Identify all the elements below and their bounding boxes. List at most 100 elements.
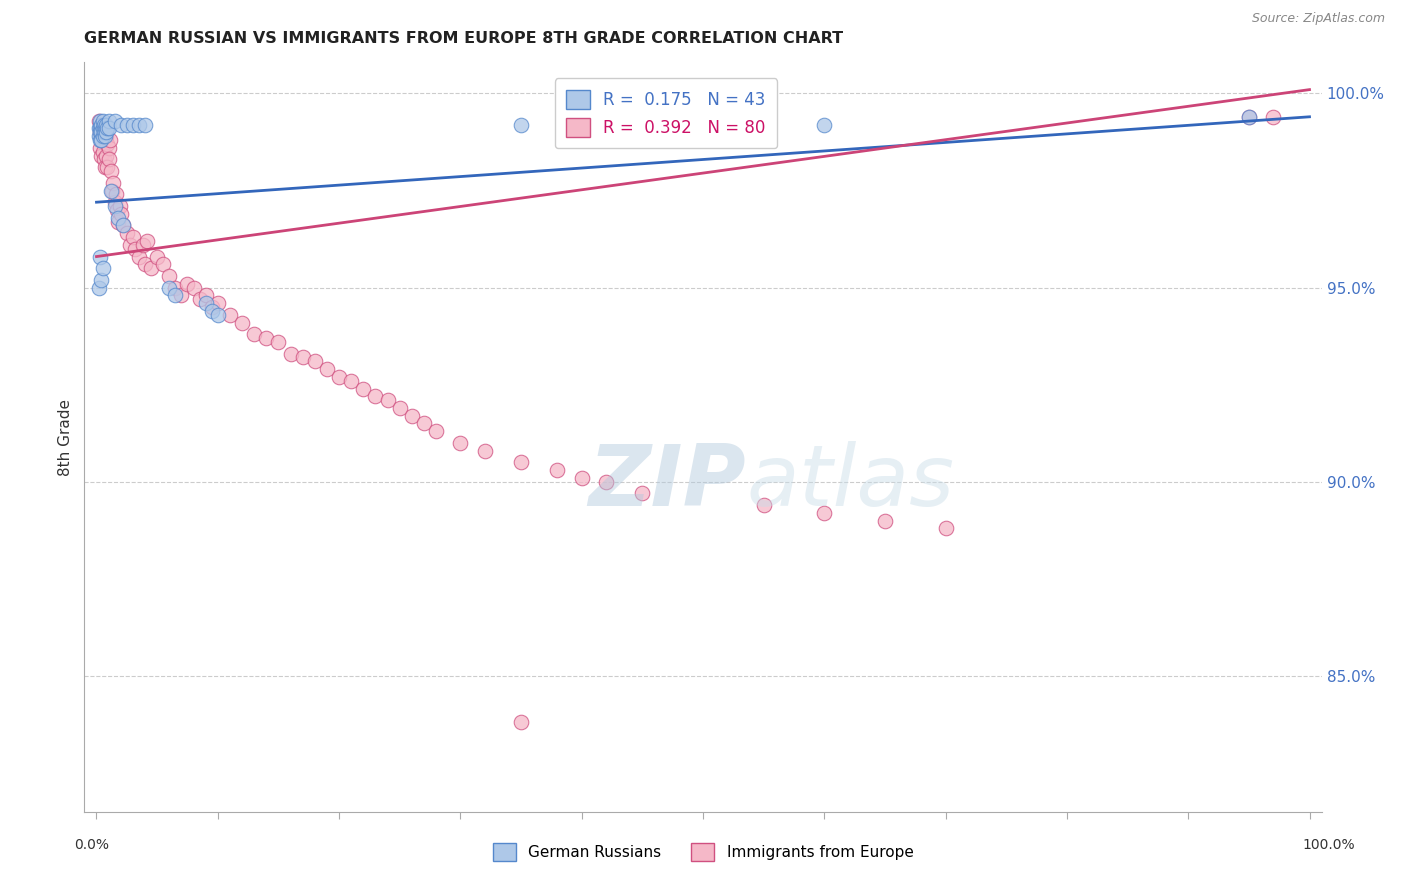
Point	[100, 184, 122, 198]
Point	[201, 300, 224, 314]
Point	[131, 238, 153, 252]
Point	[93, 118, 115, 132]
Point	[595, 475, 617, 489]
Point	[96, 136, 118, 151]
Point	[96, 161, 118, 175]
Text: GERMAN RUSSIAN VS IMMIGRANTS FROM EUROPE 8TH GRADE CORRELATION CHART: GERMAN RUSSIAN VS IMMIGRANTS FROM EUROPE…	[84, 31, 844, 46]
Point	[449, 436, 471, 450]
Point	[101, 184, 124, 198]
Point	[94, 129, 117, 144]
Point	[873, 514, 896, 528]
Point	[91, 261, 114, 276]
Text: atlas: atlas	[747, 441, 955, 524]
Point	[112, 219, 135, 233]
Point	[96, 121, 118, 136]
Point	[90, 118, 112, 132]
Point	[115, 118, 138, 132]
Point	[90, 125, 112, 139]
Point	[89, 113, 111, 128]
Point	[474, 443, 496, 458]
Point	[139, 261, 162, 276]
Point	[90, 133, 112, 147]
Point	[352, 382, 374, 396]
Point	[89, 125, 111, 139]
Text: 0.0%: 0.0%	[75, 838, 108, 852]
Point	[89, 141, 111, 155]
Point	[1237, 110, 1260, 124]
Point	[98, 133, 121, 147]
Point	[96, 148, 118, 162]
Point	[201, 304, 224, 318]
Point	[134, 118, 156, 132]
Point	[91, 145, 114, 159]
Point	[194, 296, 217, 310]
Point	[267, 334, 290, 349]
Point	[207, 296, 229, 310]
Point	[93, 153, 115, 167]
Point	[316, 362, 339, 376]
Point	[243, 327, 266, 342]
Point	[157, 280, 180, 294]
Point	[87, 113, 110, 128]
Point	[128, 118, 150, 132]
Point	[90, 148, 112, 162]
Point	[510, 455, 533, 469]
Point	[425, 424, 447, 438]
Point	[91, 113, 114, 128]
Point	[122, 118, 145, 132]
Point	[165, 288, 187, 302]
Point	[90, 121, 112, 136]
Point	[104, 199, 127, 213]
Point	[97, 113, 120, 128]
Point	[194, 288, 217, 302]
Point	[631, 486, 654, 500]
Point	[110, 207, 132, 221]
Point	[90, 273, 112, 287]
Point	[94, 121, 117, 136]
Text: 100.0%: 100.0%	[1302, 838, 1355, 852]
Point	[377, 393, 399, 408]
Point	[157, 268, 180, 283]
Point	[112, 219, 135, 233]
Point	[94, 161, 117, 175]
Point	[546, 463, 568, 477]
Point	[165, 280, 187, 294]
Point	[89, 125, 111, 139]
Point	[510, 118, 533, 132]
Point	[103, 176, 125, 190]
Point	[176, 277, 198, 291]
Point	[401, 409, 423, 423]
Point	[813, 506, 835, 520]
Point	[100, 164, 122, 178]
Point	[115, 227, 138, 241]
Point	[87, 121, 110, 136]
Text: Source: ZipAtlas.com: Source: ZipAtlas.com	[1251, 12, 1385, 25]
Point	[94, 133, 117, 147]
Point	[105, 202, 128, 217]
Point	[97, 141, 120, 155]
Point	[935, 521, 957, 535]
Point	[207, 308, 229, 322]
Point	[219, 308, 242, 322]
Point	[107, 211, 129, 225]
Point	[89, 121, 111, 136]
Point	[231, 316, 253, 330]
Point	[93, 121, 115, 136]
Point	[254, 331, 277, 345]
Point	[108, 199, 131, 213]
Point	[413, 417, 436, 431]
Point	[107, 214, 129, 228]
Point	[104, 187, 127, 202]
Point	[571, 471, 593, 485]
Point	[96, 118, 118, 132]
Point	[328, 370, 350, 384]
Point	[134, 257, 156, 271]
Point	[188, 292, 211, 306]
Y-axis label: 8th Grade: 8th Grade	[58, 399, 73, 475]
Point	[104, 113, 127, 128]
Point	[110, 118, 132, 132]
Point	[146, 250, 169, 264]
Point	[813, 118, 835, 132]
Point	[1237, 110, 1260, 124]
Point	[87, 129, 110, 144]
